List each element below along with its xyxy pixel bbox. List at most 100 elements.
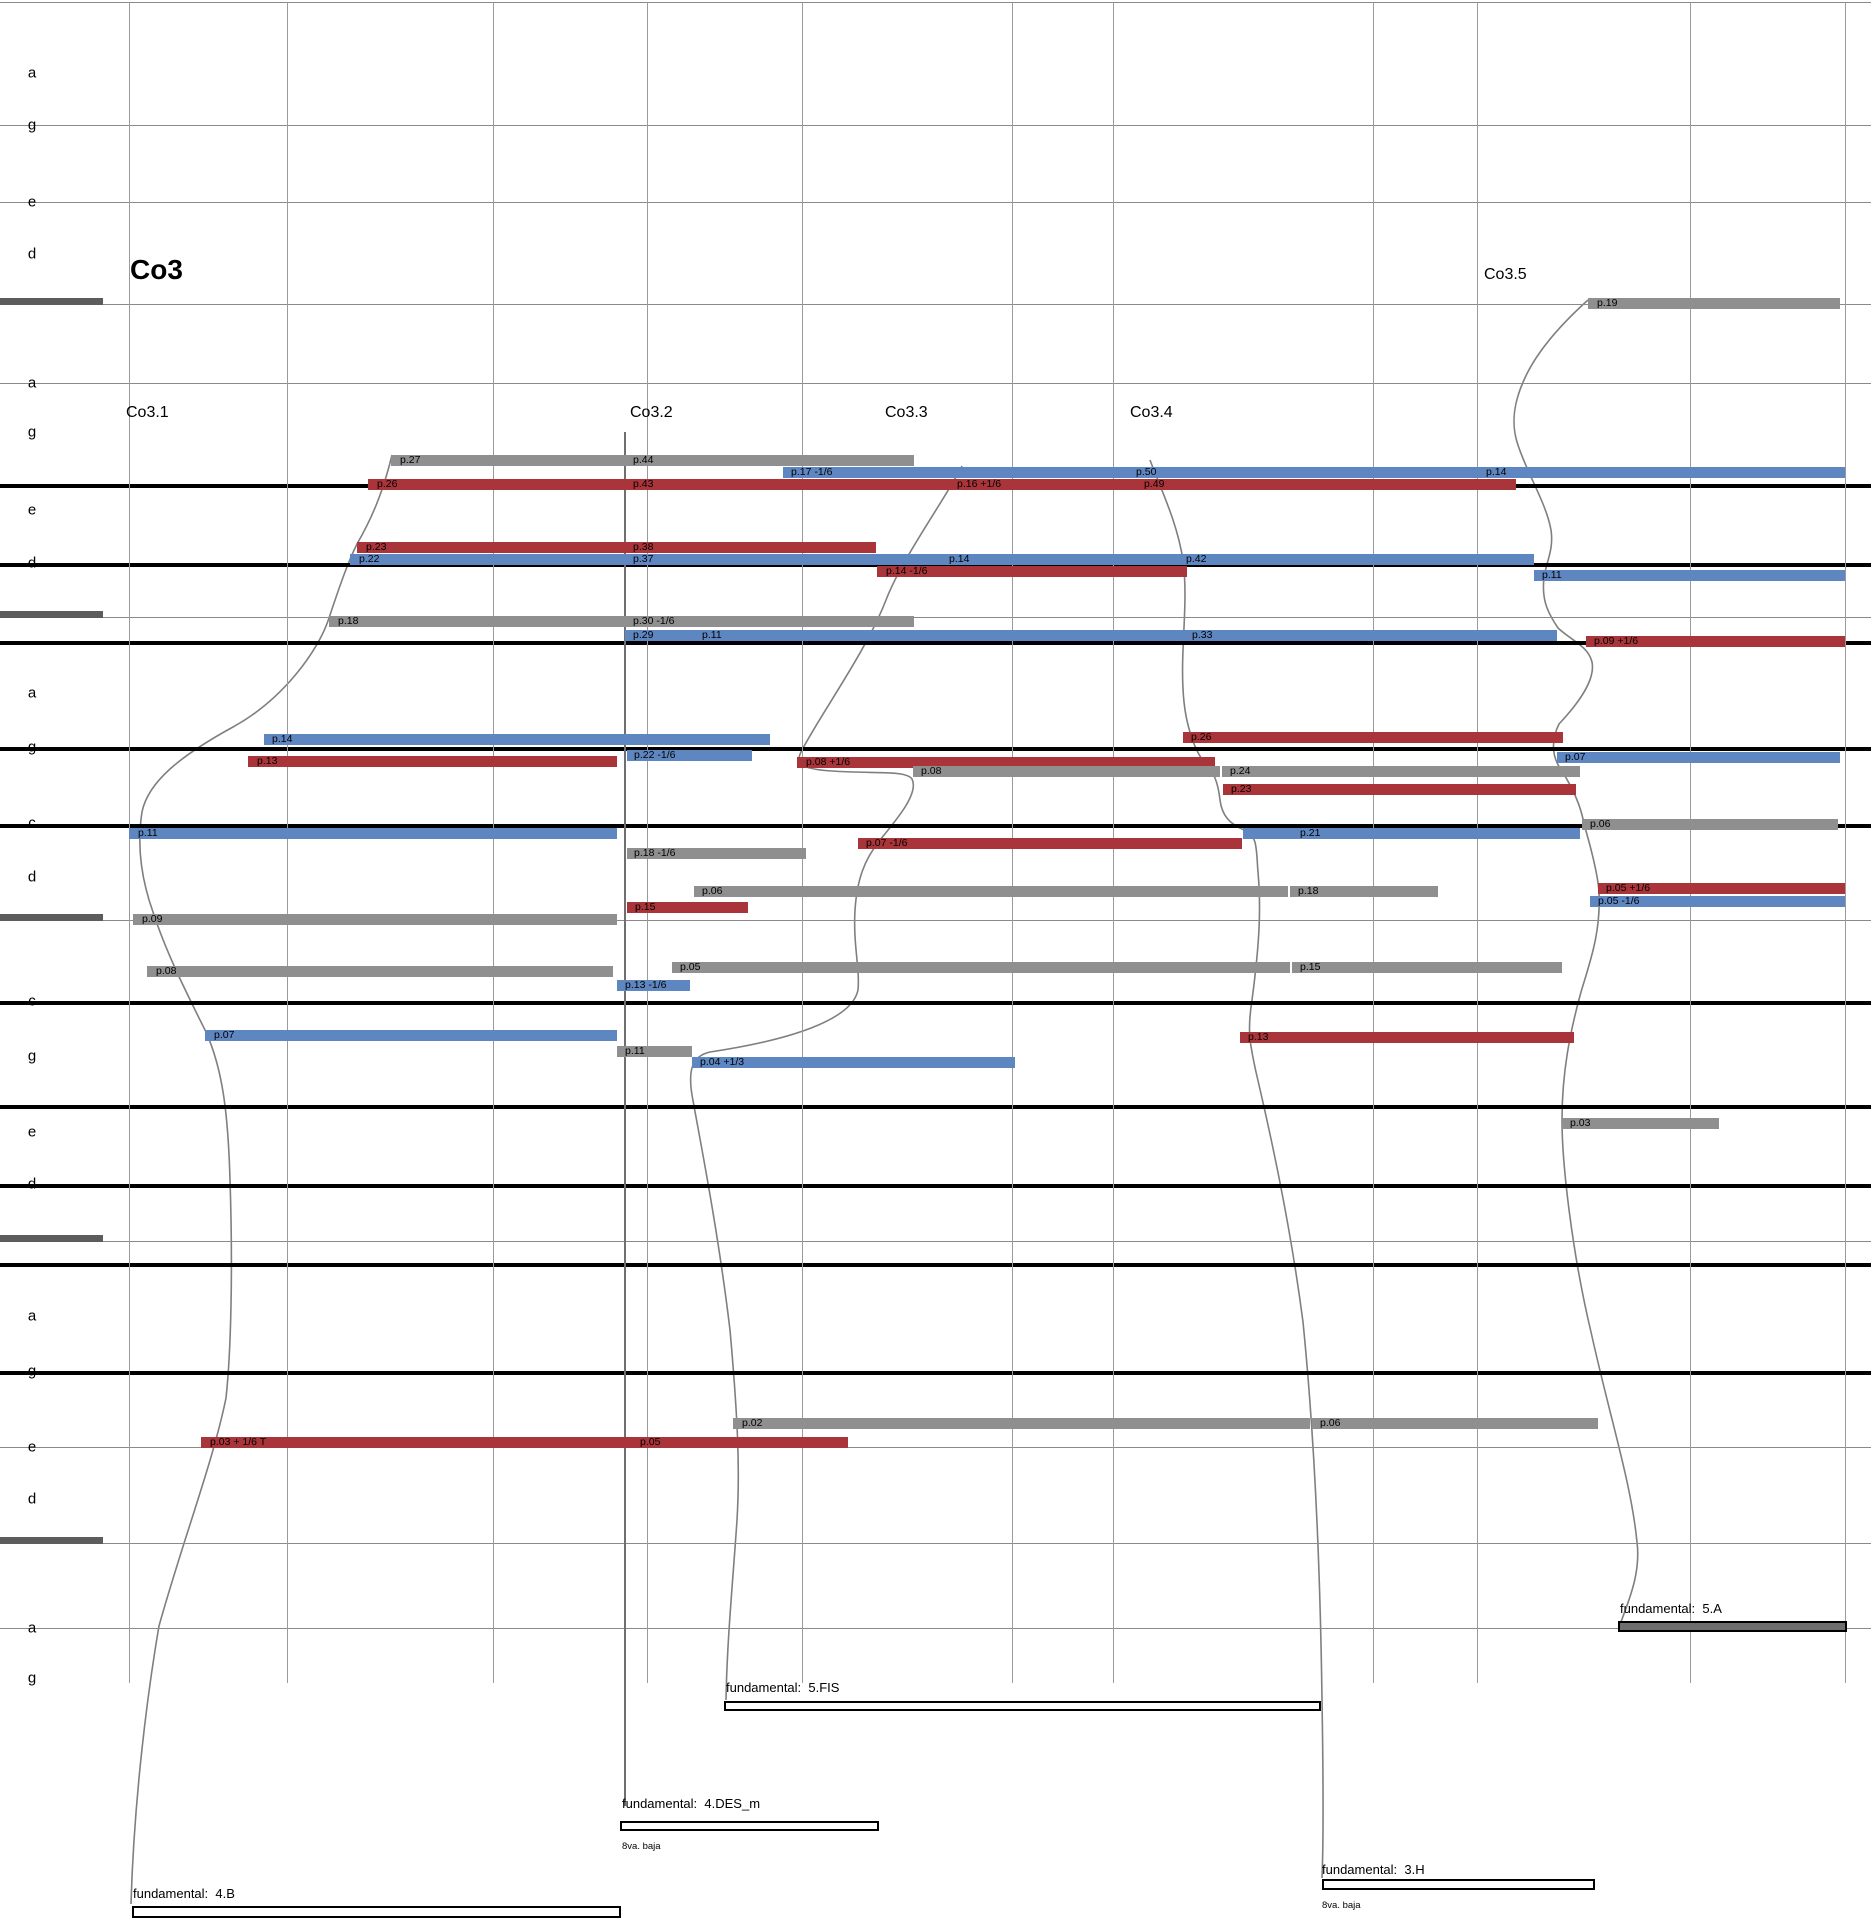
partial-bar[interactable] [1598, 883, 1845, 894]
partial-bar[interactable] [264, 734, 770, 745]
partial-label: p.16 +1/6 [957, 478, 1002, 490]
grid-line-horizontal [0, 202, 1871, 203]
partial-bar[interactable] [733, 1418, 1310, 1429]
partial-bar[interactable] [877, 566, 1187, 577]
partial-label: p.26 [1191, 731, 1212, 743]
partial-label: p.49 [1144, 478, 1165, 490]
partial-bar[interactable] [368, 479, 1516, 490]
partial-bar[interactable] [1582, 819, 1838, 830]
partial-bar[interactable] [205, 1030, 617, 1041]
partial-bar[interactable] [625, 630, 1557, 641]
partial-bar[interactable] [1243, 828, 1580, 839]
fund-5fis-label: fundamental: 5.FIS [726, 1680, 840, 1695]
partial-bar[interactable] [1590, 896, 1845, 907]
partial-bar[interactable] [329, 616, 914, 627]
partial-bar[interactable] [1223, 784, 1576, 795]
pitch-letter-d: d [27, 1175, 37, 1193]
fund-5fis-box[interactable] [724, 1701, 1321, 1711]
partial-bar[interactable] [129, 828, 617, 839]
partial-bar[interactable] [350, 554, 1534, 565]
partial-bar[interactable] [133, 914, 617, 925]
fund-4des-box[interactable] [620, 1821, 879, 1831]
partial-bar[interactable] [783, 467, 1845, 478]
grid-line-horizontal [0, 617, 1871, 618]
partial-label: p.18 -1/6 [634, 847, 676, 859]
partial-label: p.18 [1298, 885, 1319, 897]
partial-bar[interactable] [391, 455, 914, 466]
partial-bar[interactable] [797, 757, 1215, 768]
partial-bar[interactable] [858, 838, 1242, 849]
partial-bar[interactable] [357, 542, 876, 553]
partial-label: p.15 [635, 901, 656, 913]
partial-bar[interactable] [147, 966, 613, 977]
partial-bar[interactable] [1292, 962, 1562, 973]
section-label-co3-2[interactable]: Co3.2 [630, 404, 673, 421]
grid-barline [1690, 2, 1691, 1683]
partial-bar[interactable] [627, 902, 748, 913]
pitch-letter-g: g [27, 1669, 37, 1687]
fund-3h-ottava: 8va. baja [1322, 1900, 1361, 1911]
pitch-letter-c: c [28, 814, 36, 832]
partial-label: p.42 [1186, 553, 1207, 565]
partial-bar[interactable] [1586, 636, 1845, 647]
partial-label: p.19 [1597, 297, 1618, 309]
section-label-co3-4[interactable]: Co3.4 [1130, 404, 1173, 421]
partial-bar[interactable] [1240, 1032, 1574, 1043]
partial-label: p.14 [1486, 466, 1507, 478]
pitch-letter-a: a [27, 374, 37, 392]
staff-line-horizontal [0, 824, 1871, 828]
partial-bar[interactable] [201, 1437, 848, 1448]
partial-bar[interactable] [627, 848, 806, 859]
partial-bar[interactable] [692, 1057, 1015, 1068]
partial-label: p.07 -1/6 [866, 837, 908, 849]
fund-3h-box[interactable] [1322, 1879, 1595, 1890]
partial-bar[interactable] [248, 756, 617, 767]
partial-bar[interactable] [672, 962, 1290, 973]
partial-bar[interactable] [1183, 732, 1563, 743]
pitch-letter-d: d [27, 868, 37, 886]
grid-line-horizontal [0, 1628, 1871, 1629]
partial-bar[interactable] [1290, 886, 1438, 897]
partial-label: p.08 [921, 765, 942, 777]
partial-label: p.14 [949, 553, 970, 565]
partial-label: p.09 [142, 913, 163, 925]
partial-label: p.06 [702, 885, 723, 897]
section-label-co3-5[interactable]: Co3.5 [1484, 266, 1527, 283]
partial-bar[interactable] [617, 1046, 692, 1057]
partial-label: p.44 [633, 454, 654, 466]
partial-bar[interactable] [913, 766, 1220, 777]
fund-5a-box[interactable] [1618, 1621, 1847, 1632]
partial-bar[interactable] [617, 980, 690, 991]
staff-line-horizontal [0, 1184, 1871, 1188]
partial-bar[interactable] [694, 886, 1288, 897]
pitch-letter-a: a [27, 684, 37, 702]
grid-barline [287, 2, 288, 1683]
partial-bar[interactable] [627, 750, 752, 761]
partial-bar[interactable] [1312, 1418, 1598, 1429]
partial-bar[interactable] [1222, 766, 1580, 777]
section-label-co3-3[interactable]: Co3.3 [885, 404, 928, 421]
partial-bar[interactable] [1534, 570, 1845, 581]
partial-bar[interactable] [1562, 1118, 1719, 1129]
page-title: Co3 [130, 254, 183, 285]
pitch-letter-e: e [27, 1438, 37, 1456]
staff-line-horizontal [0, 1001, 1871, 1005]
staff-line-horizontal [0, 1371, 1871, 1375]
grid-line-horizontal [0, 1447, 1871, 1448]
boundary-co3-3 [689, 465, 963, 1701]
partial-label: p.37 [633, 553, 654, 565]
partial-bar[interactable] [1588, 298, 1840, 309]
pitch-letter-a: a [27, 1307, 37, 1325]
fund-4des-label: fundamental: 4.DES_m [622, 1796, 761, 1811]
partial-label: p.38 [633, 541, 654, 553]
section-label-co3-1[interactable]: Co3.1 [126, 404, 169, 421]
partial-label: p.23 [366, 541, 387, 553]
fund-4b-box[interactable] [132, 1906, 621, 1918]
margin-marker-bar [0, 298, 103, 305]
partial-bar[interactable] [1557, 752, 1840, 763]
pitch-letter-d: d [27, 245, 37, 263]
partial-label: p.11 [1542, 569, 1562, 581]
grid-barline [1477, 2, 1478, 1683]
grid-barline [802, 2, 803, 1683]
